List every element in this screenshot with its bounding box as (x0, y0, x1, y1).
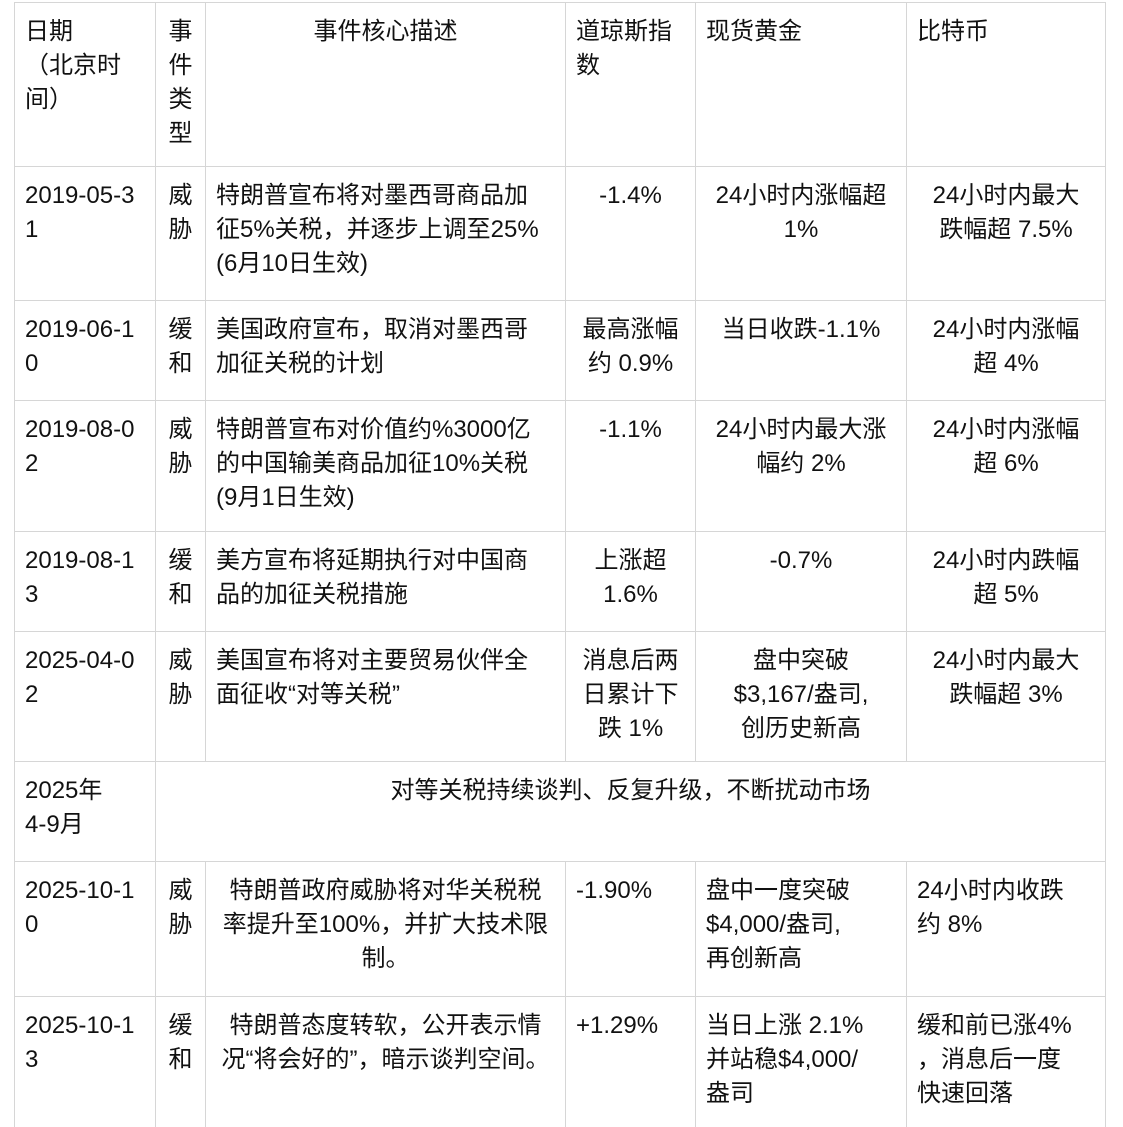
header-description-cell: 事件核心描述 (205, 2, 566, 167)
table-row: 2019-05-3 1 威 胁 特朗普宣布将对墨西哥商品加 征5%关税，并逐步上… (14, 166, 1106, 301)
gold-cell: 当日收跌-1.1% (695, 300, 907, 401)
table-row: 2025-10-1 0 威 胁 特朗普政府威胁将对华关税税 率提升至100%，并… (14, 861, 1106, 997)
description-cell: 美国宣布将对主要贸易伙伴全 面征收“对等关税” (205, 631, 566, 762)
header-row: 日期 （北京时 间） 事 件 类 型 事件核心描述 道琼斯指 数 现货黄金 比特… (14, 2, 1106, 167)
bitcoin-cell: 24小时内最大 跌幅超 7.5% (906, 166, 1106, 301)
bitcoin-cell: 24小时内最大 跌幅超 3% (906, 631, 1106, 762)
gold-cell: 当日上涨 2.1% 并站稳$4,000/ 盎司 (695, 996, 907, 1127)
date-cell: 2025年 4-9月 (14, 761, 156, 862)
gold-cell: 盘中突破 $3,167/盎司, 创历史新高 (695, 631, 907, 762)
header-date-cell: 日期 （北京时 间） (14, 2, 156, 167)
date-cell: 2019-05-3 1 (14, 166, 156, 301)
dow-cell: 上涨超 1.6% (565, 531, 696, 632)
merged-note-cell: 对等关税持续谈判、反复升级，不断扰动市场 (155, 761, 1106, 862)
table-row: 2019-06-1 0 缓 和 美国政府宣布，取消对墨西哥 加征关税的计划 最高… (14, 300, 1106, 401)
description-cell: 特朗普态度转软，公开表示情 况“将会好的”，暗示谈判空间。 (205, 996, 566, 1127)
description-cell: 特朗普宣布对价值约%3000亿 的中国输美商品加征10%关税 (9月1日生效) (205, 400, 566, 532)
merged-note-row: 2025年 4-9月 对等关税持续谈判、反复升级，不断扰动市场 (14, 761, 1106, 862)
dow-cell: -1.90% (565, 861, 696, 997)
dow-cell: 最高涨幅 约 0.9% (565, 300, 696, 401)
bitcoin-cell: 24小时内跌幅 超 5% (906, 531, 1106, 632)
bitcoin-cell: 24小时内涨幅 超 4% (906, 300, 1106, 401)
table-row: 2025-04-0 2 威 胁 美国宣布将对主要贸易伙伴全 面征收“对等关税” … (14, 631, 1106, 762)
header-dow-cell: 道琼斯指 数 (565, 2, 696, 167)
dow-cell: -1.1% (565, 400, 696, 532)
date-cell: 2019-08-1 3 (14, 531, 156, 632)
event-type-cell: 缓 和 (155, 300, 206, 401)
date-cell: 2019-06-1 0 (14, 300, 156, 401)
description-cell: 特朗普政府威胁将对华关税税 率提升至100%，并扩大技术限 制。 (205, 861, 566, 997)
bitcoin-cell: 缓和前已涨4% ，消息后一度 快速回落 (906, 996, 1106, 1127)
event-type-cell: 威 胁 (155, 631, 206, 762)
event-type-cell: 威 胁 (155, 400, 206, 532)
description-cell: 特朗普宣布将对墨西哥商品加 征5%关税，并逐步上调至25% (6月10日生效) (205, 166, 566, 301)
table-row: 2019-08-0 2 威 胁 特朗普宣布对价值约%3000亿 的中国输美商品加… (14, 400, 1106, 532)
header-gold-cell: 现货黄金 (695, 2, 907, 167)
gold-cell: 24小时内最大涨 幅约 2% (695, 400, 907, 532)
event-type-cell: 威 胁 (155, 166, 206, 301)
events-table: 日期 （北京时 间） 事 件 类 型 事件核心描述 道琼斯指 数 现货黄金 比特… (14, 2, 1106, 1127)
dow-cell: 消息后两 日累计下 跌 1% (565, 631, 696, 762)
header-bitcoin-cell: 比特币 (906, 2, 1106, 167)
bitcoin-cell: 24小时内收跌 约 8% (906, 861, 1106, 997)
table-row: 2019-08-1 3 缓 和 美方宣布将延期执行对中国商 品的加征关税措施 上… (14, 531, 1106, 632)
table-row: 2025-10-1 3 缓 和 特朗普态度转软，公开表示情 况“将会好的”，暗示… (14, 996, 1106, 1127)
description-cell: 美国政府宣布，取消对墨西哥 加征关税的计划 (205, 300, 566, 401)
bitcoin-cell: 24小时内涨幅 超 6% (906, 400, 1106, 532)
date-cell: 2025-04-0 2 (14, 631, 156, 762)
dow-cell: -1.4% (565, 166, 696, 301)
event-type-cell: 威 胁 (155, 861, 206, 997)
description-cell: 美方宣布将延期执行对中国商 品的加征关税措施 (205, 531, 566, 632)
gold-cell: -0.7% (695, 531, 907, 632)
date-cell: 2025-10-1 0 (14, 861, 156, 997)
gold-cell: 24小时内涨幅超 1% (695, 166, 907, 301)
event-type-cell: 缓 和 (155, 531, 206, 632)
event-type-cell: 缓 和 (155, 996, 206, 1127)
date-cell: 2019-08-0 2 (14, 400, 156, 532)
dow-cell: +1.29% (565, 996, 696, 1127)
date-cell: 2025-10-1 3 (14, 996, 156, 1127)
header-type-cell: 事 件 类 型 (155, 2, 206, 167)
gold-cell: 盘中一度突破 $4,000/盎司, 再创新高 (695, 861, 907, 997)
